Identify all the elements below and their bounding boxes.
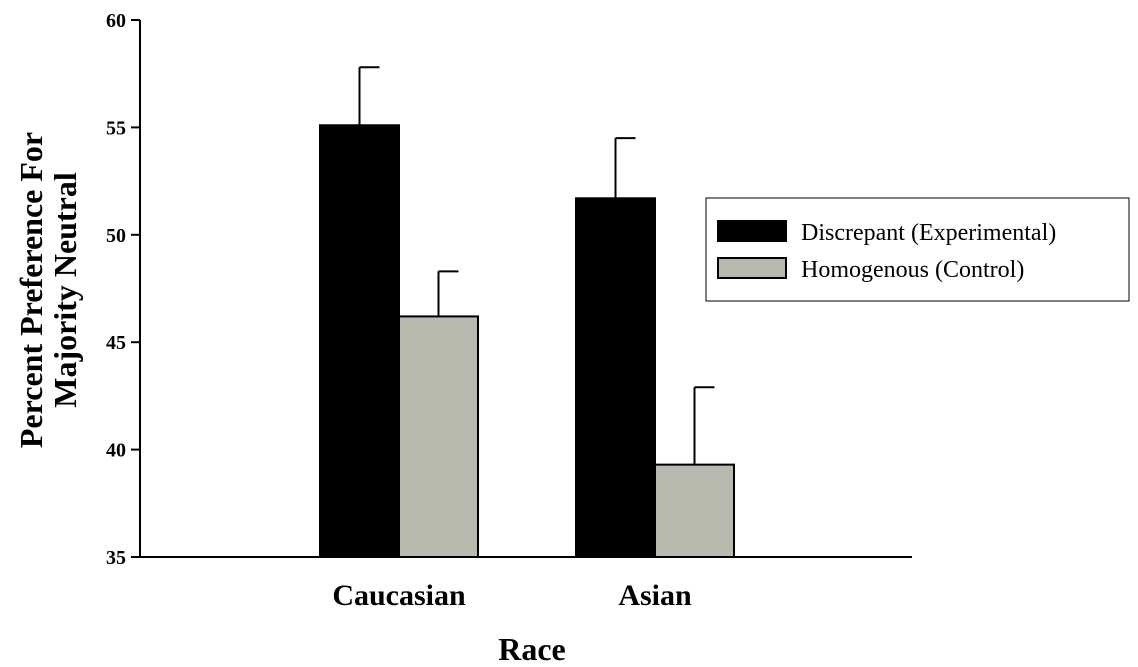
y-axis-title-line-1: Percent Preference For [13,132,49,448]
x-category-label: Asian [618,579,692,612]
y-tick-label: 40 [106,440,126,462]
y-tick-label: 35 [106,547,126,569]
y-tick-label: 45 [106,332,126,354]
legend: Discrepant (Experimental) Homogenous (Con… [706,198,1129,301]
x-axis-categories: Caucasian Asian [332,579,692,612]
y-axis: 35 40 45 50 55 60 [106,10,140,569]
y-axis-title: Percent Preference For Majority Neutral [13,132,83,448]
x-axis-title: Race [498,631,566,667]
bar [399,316,478,557]
y-axis-title-line-2: Majority Neutral [47,172,83,408]
y-tick-label: 60 [106,10,126,32]
bar [576,198,655,557]
legend-box [706,198,1129,301]
bar [320,125,399,557]
bar [655,465,734,557]
legend-label: Discrepant (Experimental) [801,220,1056,246]
bars [320,125,734,557]
x-category-label: Caucasian [332,579,466,612]
legend-swatch [718,221,786,241]
legend-swatch [718,258,786,278]
y-tick-label: 50 [106,225,126,247]
y-tick-label: 55 [106,117,126,139]
legend-label: Homogenous (Control) [801,257,1024,283]
